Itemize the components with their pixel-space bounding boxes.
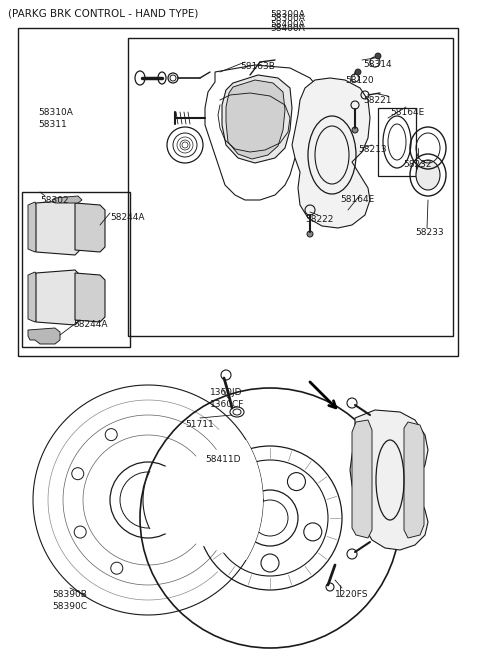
Text: 58222: 58222	[305, 215, 334, 224]
Circle shape	[355, 69, 361, 75]
Polygon shape	[222, 75, 292, 163]
Text: 58164E: 58164E	[390, 108, 424, 117]
Polygon shape	[350, 410, 428, 550]
Polygon shape	[292, 78, 370, 228]
Text: 58120: 58120	[345, 76, 373, 85]
Bar	[128, 38, 453, 336]
Circle shape	[352, 127, 358, 133]
Polygon shape	[352, 420, 372, 538]
Text: 58314: 58314	[363, 60, 392, 69]
Bar	[22, 192, 130, 347]
Bar	[18, 28, 458, 356]
Text: (PARKG BRK CONTROL - HAND TYPE): (PARKG BRK CONTROL - HAND TYPE)	[8, 8, 198, 18]
Text: 58244A: 58244A	[110, 213, 144, 222]
Text: 1360JD: 1360JD	[210, 388, 242, 397]
Polygon shape	[143, 440, 263, 560]
Text: 58233: 58233	[415, 228, 444, 237]
Text: 58400A: 58400A	[270, 24, 305, 33]
Text: 58163B: 58163B	[240, 62, 275, 71]
Text: 58164E: 58164E	[340, 195, 374, 204]
Text: 58390C: 58390C	[52, 602, 87, 611]
Text: 58390B: 58390B	[52, 590, 87, 599]
Circle shape	[307, 231, 313, 237]
Text: 58311: 58311	[38, 120, 67, 129]
Polygon shape	[404, 422, 424, 538]
Polygon shape	[28, 328, 60, 344]
Polygon shape	[52, 196, 82, 203]
Text: 58310A: 58310A	[38, 108, 73, 117]
Text: 58221: 58221	[363, 96, 392, 105]
Text: 58244A: 58244A	[73, 320, 108, 329]
Polygon shape	[75, 203, 105, 252]
Circle shape	[375, 53, 381, 59]
Polygon shape	[75, 273, 105, 322]
Text: 58300A: 58300A	[270, 10, 305, 19]
Polygon shape	[36, 270, 80, 325]
Ellipse shape	[416, 160, 440, 190]
Text: 58400A: 58400A	[270, 20, 305, 29]
Polygon shape	[28, 272, 38, 322]
Text: 1220FS: 1220FS	[335, 590, 369, 599]
Polygon shape	[226, 80, 285, 159]
Text: 58411D: 58411D	[205, 455, 240, 464]
Bar	[378, 108, 416, 176]
Text: 51711: 51711	[185, 420, 214, 429]
Text: 1360CF: 1360CF	[210, 400, 244, 409]
Polygon shape	[28, 202, 38, 252]
Text: 58213: 58213	[358, 145, 386, 154]
Polygon shape	[36, 200, 80, 255]
Text: 58232: 58232	[403, 160, 432, 169]
Text: 58300A: 58300A	[270, 14, 305, 23]
Text: 58302: 58302	[40, 196, 69, 205]
